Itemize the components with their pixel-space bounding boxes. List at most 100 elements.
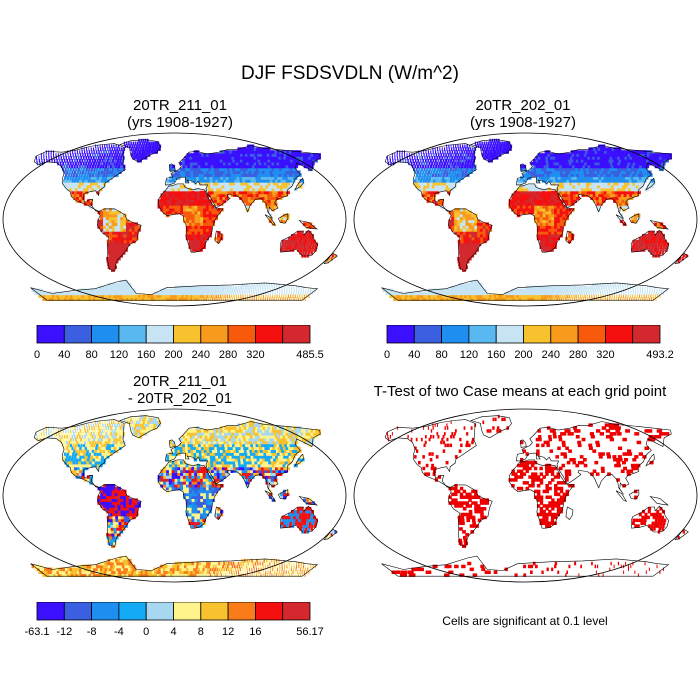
grid-cell (588, 179, 592, 183)
grid-cell (556, 228, 561, 232)
grid-cell (616, 147, 622, 151)
grid-cell (296, 233, 300, 238)
grid-cell (169, 176, 173, 180)
grid-cell (254, 159, 260, 163)
grid-cell (533, 190, 538, 195)
grid-cell (481, 141, 483, 146)
grid-cell (609, 297, 611, 301)
grid-cell (97, 144, 99, 148)
grid-cell (165, 288, 169, 293)
grid-cell (218, 297, 220, 301)
grid-cell (176, 297, 180, 301)
grid-cell (118, 153, 121, 157)
grid-cell (207, 184, 212, 189)
grid-cell (560, 159, 565, 163)
grid-cell (539, 231, 544, 235)
grid-cell (646, 291, 648, 296)
grid-cell (186, 291, 189, 296)
grid-cell (188, 288, 192, 293)
grid-cell (611, 190, 616, 195)
grid-cell (545, 219, 549, 223)
grid-cell (560, 156, 564, 160)
grid-cell (45, 150, 47, 154)
grid-cell (465, 213, 469, 218)
grid-cell (575, 294, 577, 298)
grid-cell (189, 161, 194, 166)
grid-cell (275, 156, 281, 160)
grid-cell (79, 153, 82, 157)
grid-cell (179, 294, 182, 298)
grid-cell (177, 173, 181, 177)
grid-cell (654, 285, 656, 290)
grid-cell (254, 164, 259, 169)
grid-cell (657, 222, 661, 226)
grid-cell (502, 147, 505, 151)
grid-cell (301, 294, 303, 298)
grid-cell (273, 167, 279, 172)
grid-cell (188, 245, 192, 249)
grid-cell (422, 190, 426, 195)
grid-cell (581, 170, 585, 174)
grid-cell (556, 233, 561, 238)
grid-cell (185, 176, 189, 180)
grid-cell (249, 297, 251, 301)
grid-cell (629, 297, 631, 301)
grid-cell (172, 567, 176, 572)
grid-cell (517, 179, 521, 183)
grid-cell (456, 161, 459, 166)
grid-cell (646, 245, 649, 249)
grid-cell (269, 573, 271, 577)
grid-cell (300, 245, 304, 249)
grid-cell (545, 213, 549, 218)
grid-cell (528, 202, 532, 206)
grid-cell (640, 297, 642, 301)
grid-cell (128, 222, 133, 226)
grid-cell (609, 291, 611, 296)
grid-cell (274, 291, 276, 296)
grid-cell (585, 150, 590, 154)
grid-cell (573, 170, 577, 174)
grid-cell (237, 147, 242, 151)
grid-cell (145, 570, 149, 574)
grid-cell (50, 156, 52, 160)
grid-cell (593, 179, 598, 183)
grid-cell (461, 150, 463, 154)
grid-cell (109, 159, 112, 163)
grid-cell (593, 297, 595, 301)
grid-cell (652, 294, 654, 298)
grid-cell (163, 199, 167, 203)
grid-cell (179, 291, 182, 296)
grid-cell (602, 170, 607, 174)
grid-cell (609, 190, 613, 195)
grid-cell (613, 159, 618, 163)
grid-cell (103, 219, 107, 223)
grid-cell (240, 153, 245, 157)
grid-cell (129, 288, 134, 293)
grid-cell (464, 254, 469, 258)
grid-cell (457, 144, 459, 148)
grid-cell (81, 159, 84, 163)
grid-cell (232, 567, 235, 572)
grid-cell (314, 245, 318, 249)
grid-cell (243, 288, 245, 293)
grid-cell (182, 193, 187, 197)
grid-cell (235, 173, 240, 177)
grid-cell (637, 297, 639, 301)
grid-cell (473, 150, 476, 154)
grid-cell (117, 164, 121, 169)
grid-cell (267, 164, 272, 169)
grid-cell (436, 156, 439, 160)
grid-cell (401, 156, 403, 160)
grid-cell (214, 199, 218, 203)
grid-cell (611, 294, 613, 298)
grid-cell (590, 176, 595, 180)
grid-cell (579, 161, 583, 166)
grid-cell (181, 294, 184, 298)
grid-cell (462, 225, 467, 229)
grid-cell (626, 179, 631, 183)
grid-cell (223, 297, 225, 301)
grid-cell (451, 225, 455, 229)
grid-cell (472, 280, 477, 284)
grid-cell (561, 193, 566, 197)
grid-cell (204, 176, 208, 180)
